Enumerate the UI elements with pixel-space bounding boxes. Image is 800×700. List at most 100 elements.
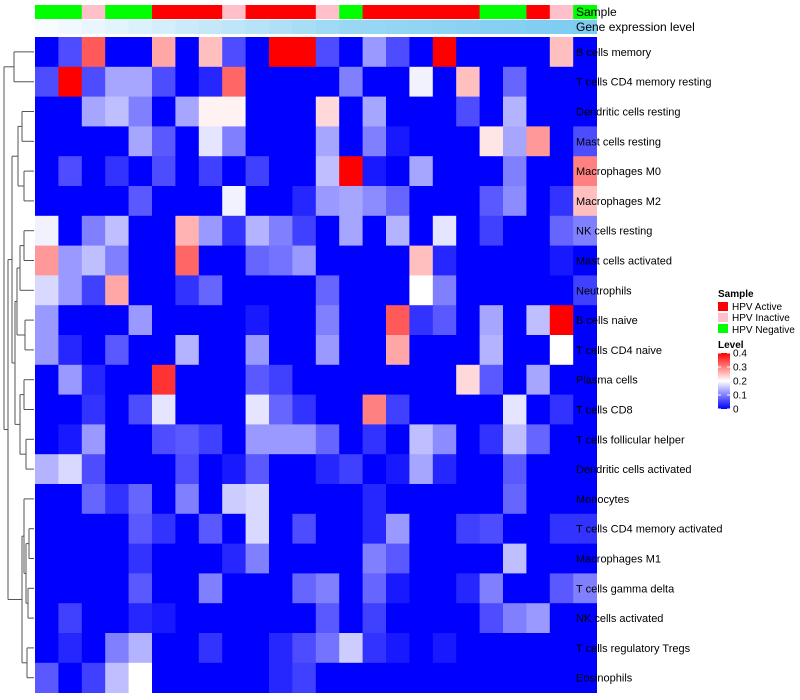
sample-annotation-cell xyxy=(573,5,597,19)
heatmap-cell xyxy=(573,603,597,634)
heatmap-cell xyxy=(175,305,200,336)
heatmap-cell xyxy=(456,305,480,336)
heatmap-cell xyxy=(198,305,223,336)
heatmap-cell xyxy=(549,37,574,68)
heatmap-cell xyxy=(456,245,480,276)
heatmap-cell xyxy=(315,662,340,693)
heatmap-cell xyxy=(292,96,317,127)
heatmap-cell xyxy=(503,454,527,485)
heatmap-cell xyxy=(456,156,480,187)
heatmap-cell xyxy=(245,424,270,455)
heatmap-cell xyxy=(222,394,246,425)
row-label-dendritic-cells-resting: Dendritic cells resting xyxy=(576,107,681,119)
heatmap-cell xyxy=(105,37,129,68)
heatmap-cell xyxy=(479,364,504,395)
heatmap-cell xyxy=(573,484,597,515)
heatmap-cell xyxy=(503,126,527,157)
heatmap-cell xyxy=(503,573,527,604)
heatmap-cell xyxy=(58,484,83,515)
heatmap-cell xyxy=(339,215,363,246)
heatmap-cell xyxy=(432,215,457,246)
heatmap-cell xyxy=(573,633,597,664)
heatmap-cell xyxy=(362,37,387,68)
heatmap-cell xyxy=(269,454,293,485)
heatmap-cell xyxy=(198,633,223,664)
heatmap-cell xyxy=(81,335,106,366)
heatmap-cell xyxy=(58,543,83,574)
heatmap-cell xyxy=(198,215,223,246)
heatmap-cell xyxy=(198,186,223,217)
heatmap-cell xyxy=(58,364,83,395)
heatmap-cell xyxy=(432,186,457,217)
heatmap-cell xyxy=(549,573,574,604)
heatmap-cell xyxy=(526,633,551,664)
heatmap-cell xyxy=(198,364,223,395)
heatmap-cell xyxy=(81,156,106,187)
heatmap-cell xyxy=(128,245,153,276)
heatmap-cell xyxy=(503,662,527,693)
row-label-nk-cells-activated: NK cells activated xyxy=(576,613,663,625)
sample-annotation-cell xyxy=(128,5,153,19)
legend-swatch-hpv-negative xyxy=(718,324,728,333)
heatmap-cell xyxy=(198,96,223,127)
heatmap-cell xyxy=(315,513,340,544)
heatmap-cell xyxy=(35,37,59,68)
expression-annotation-cell xyxy=(198,20,223,34)
level-tick-label: 0.3 xyxy=(733,363,747,374)
heatmap-cell xyxy=(549,126,574,157)
heatmap-cell xyxy=(245,275,270,306)
heatmap-cell xyxy=(152,513,176,544)
heatmap-cell xyxy=(573,156,597,187)
heatmap-cell xyxy=(549,335,574,366)
heatmap-cell xyxy=(386,66,410,97)
heatmap-cell xyxy=(409,513,434,544)
heatmap-cell xyxy=(315,305,340,336)
heatmap-cell xyxy=(245,454,270,485)
expression-annotation-cell xyxy=(152,20,176,34)
heatmap-cell xyxy=(245,394,270,425)
heatmap-cell xyxy=(456,484,480,515)
heatmap-cell xyxy=(35,96,59,127)
heatmap-cell xyxy=(386,37,410,68)
heatmap-cell xyxy=(35,66,59,97)
heatmap-cell xyxy=(198,662,223,693)
heatmap-cell xyxy=(58,454,83,485)
heatmap-cell xyxy=(105,454,129,485)
heatmap-cell xyxy=(245,662,270,693)
heatmap-cell xyxy=(105,275,129,306)
heatmap-cell xyxy=(549,96,574,127)
heatmap-cell xyxy=(35,633,59,664)
level-tick-label: 0.2 xyxy=(733,377,747,388)
heatmap-cell xyxy=(409,454,434,485)
heatmap-cell xyxy=(175,424,200,455)
heatmap-cell xyxy=(175,513,200,544)
heatmap-cell xyxy=(456,633,480,664)
heatmap-cell xyxy=(479,543,504,574)
heatmap-cell xyxy=(339,633,363,664)
heatmap-cell xyxy=(339,335,363,366)
row-label-t-cells-cd4-memory-activated: T cells CD4 memory activated xyxy=(576,524,723,536)
heatmap-cell xyxy=(152,186,176,217)
heatmap-cell xyxy=(245,96,270,127)
expression-annotation-cell xyxy=(386,20,410,34)
heatmap-cell xyxy=(175,37,200,68)
heatmap-cell xyxy=(245,37,270,68)
heatmap-cell xyxy=(105,513,129,544)
heatmap-cell xyxy=(573,37,597,68)
expression-annotation-cell xyxy=(456,20,480,34)
heatmap-cell xyxy=(35,215,59,246)
heatmap-cell xyxy=(503,156,527,187)
heatmap-cell xyxy=(503,275,527,306)
heatmap-cell xyxy=(526,573,551,604)
heatmap-cells xyxy=(35,37,597,693)
heatmap-cell xyxy=(503,335,527,366)
heatmap-cell xyxy=(58,305,83,336)
heatmap-cell xyxy=(315,215,340,246)
heatmap-cell xyxy=(35,186,59,217)
heatmap-cell xyxy=(58,335,83,366)
sample-annotation-cell xyxy=(432,5,457,19)
heatmap-cell xyxy=(362,335,387,366)
heatmap-cell xyxy=(339,96,363,127)
heatmap-cell xyxy=(479,96,504,127)
heatmap-cell xyxy=(526,543,551,574)
